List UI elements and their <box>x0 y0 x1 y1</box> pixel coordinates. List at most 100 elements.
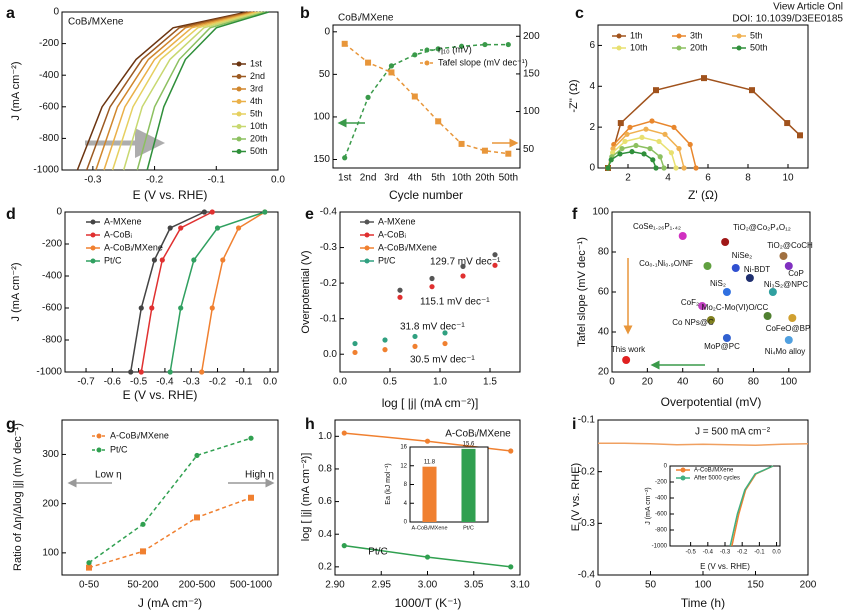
marker <box>687 141 693 148</box>
y-tick-label: 0.4 <box>318 529 332 540</box>
marker <box>178 225 184 231</box>
marker <box>768 288 777 296</box>
x-tick-label: -0.2 <box>209 377 227 388</box>
bar-value-label: 11.8 <box>424 459 436 465</box>
y-tick-label: -200 <box>39 38 59 49</box>
marker <box>610 150 616 156</box>
marker <box>629 149 635 155</box>
x-tick-label: 200 <box>800 580 817 591</box>
legend-swatch-marker <box>90 232 96 238</box>
x-axis-label: E (V vs. RHE) <box>123 388 198 402</box>
inset-background <box>410 447 488 522</box>
legend-swatch-marker <box>676 33 682 39</box>
y2-tick-label: 50 <box>523 144 535 155</box>
x-tick-label: 4th <box>408 173 422 184</box>
y-tick-label: -800 <box>39 133 59 144</box>
marker <box>352 349 358 356</box>
x-tick-label: -0.3 <box>720 550 731 556</box>
marker <box>721 238 730 246</box>
legend-swatch-marker <box>736 33 742 39</box>
x-axis-label: Cycle number <box>389 188 463 202</box>
x-tick-label: -0.7 <box>77 377 95 388</box>
x-tick-label: 20th <box>475 173 494 184</box>
legend-label: 3rd <box>250 83 263 93</box>
y-tick-label: 300 <box>42 449 59 460</box>
legend-label: A-CoBᵢ/MXene <box>378 242 437 252</box>
legend-label: 50th <box>250 146 268 156</box>
marker <box>661 165 667 171</box>
marker <box>605 165 611 171</box>
marker <box>424 554 431 560</box>
y-axis-label: J (mA cm⁻²) <box>10 62 22 121</box>
marker <box>194 514 200 521</box>
y-tick-label: 0 <box>56 207 62 218</box>
point-label: Mo₂C-Mo(VI)O/CC <box>702 303 769 312</box>
article-link[interactable]: View Article Onl <box>773 2 843 13</box>
series-line <box>169 211 266 373</box>
y2-tick-label: 100 <box>523 106 540 117</box>
marker <box>627 124 633 130</box>
marker <box>681 165 687 171</box>
y-tick-label: 0.6 <box>318 496 332 507</box>
x-tick-label: 10th <box>452 173 471 184</box>
marker <box>352 340 358 347</box>
marker <box>138 369 144 375</box>
doi: DOI: 10.1039/D3EE0185 <box>732 14 843 25</box>
bar <box>461 448 476 522</box>
x-tick-label: 500-1000 <box>230 580 273 591</box>
x-tick-label: 2.90 <box>325 580 345 591</box>
y-tick-label: 100 <box>592 207 609 218</box>
marker <box>492 252 498 258</box>
marker <box>649 118 655 124</box>
marker <box>382 347 388 353</box>
x-tick-label: 0 <box>609 377 615 388</box>
marker <box>608 157 614 163</box>
y-tick-label: -400 <box>42 271 62 282</box>
y-tick-label: 4 <box>404 501 408 507</box>
y2-tick-label: 200 <box>523 31 540 42</box>
x-tick-label: 3.10 <box>510 580 530 591</box>
marker <box>745 274 754 282</box>
series-line <box>729 465 774 547</box>
marker <box>458 140 465 147</box>
legend-swatch-marker <box>236 124 242 129</box>
legend-label: A-CoBᵢ <box>378 229 406 239</box>
x-tick-label: Pt/C <box>463 525 474 531</box>
series-line <box>344 43 509 155</box>
marker <box>617 120 624 127</box>
x-tick-label: 1.0 <box>433 377 447 388</box>
marker <box>624 131 630 137</box>
x-tick-label: 2 <box>625 173 631 184</box>
marker <box>458 43 465 49</box>
marker <box>341 40 348 47</box>
y-tick-label: -1000 <box>36 367 62 378</box>
marker <box>209 209 215 215</box>
x-tick-label: 50 <box>645 580 657 591</box>
y-tick-label: 6 <box>589 40 595 51</box>
y-axis-label: Overpotential (V) <box>300 250 312 333</box>
y-axis-label: -Z'' (Ω) <box>568 79 580 112</box>
legend-label: Pt/C <box>110 444 128 454</box>
marker <box>412 343 418 349</box>
marker <box>662 131 668 137</box>
series-line <box>146 11 269 171</box>
legend-label: η₁₀ (mV) <box>438 44 472 54</box>
x-tick-label: 80 <box>748 377 760 388</box>
marker <box>460 273 466 279</box>
legend-label: 1st <box>250 58 263 68</box>
y-tick-label: 0 <box>53 7 59 18</box>
x-tick-label: 40 <box>677 377 689 388</box>
marker <box>619 145 625 152</box>
marker <box>703 262 712 270</box>
point-label: MoP@PC <box>704 342 740 351</box>
y-tick-label: -800 <box>42 335 62 346</box>
marker <box>365 94 371 100</box>
y-tick-label: 100 <box>42 547 59 558</box>
marker <box>673 165 679 171</box>
y-tick-label: -0.4 <box>320 207 338 218</box>
y-axis-label: Tafel slope (mV dec⁻¹) <box>576 237 588 347</box>
y-tick-label: -400 <box>39 70 59 81</box>
legend-label: 20th <box>250 133 268 143</box>
point-label: NiS₂ <box>710 279 726 288</box>
